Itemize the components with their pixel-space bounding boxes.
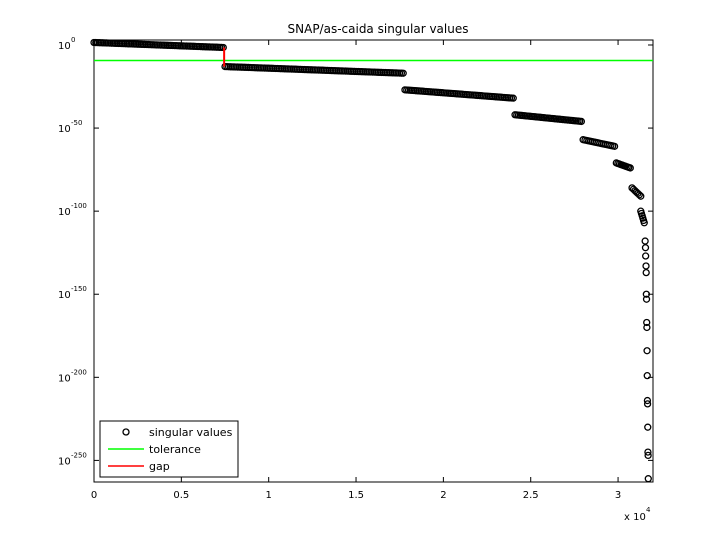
singular-value-point [641, 237, 649, 245]
x-axis: 0 0.5 1 1.5 2 2.5 3 [91, 40, 621, 501]
singular-value-point [641, 244, 650, 252]
singular-value-point [643, 400, 652, 408]
y-tick-label-exponent: -150 [71, 285, 87, 293]
x-axis-scale-note: x 10 4 [624, 506, 651, 523]
y-tick-label-exponent: -50 [71, 119, 82, 127]
singular-value-point [643, 396, 652, 405]
plot-area [90, 38, 654, 483]
y-tick-label-base: 10 [58, 41, 71, 52]
x-tick-label: 2 [440, 490, 446, 501]
x-tick-label: 1.5 [348, 490, 364, 501]
x-tick-label: 3 [615, 490, 621, 501]
singular-value-point [640, 219, 648, 227]
singular-value-point [577, 117, 586, 126]
singular-value-point [644, 451, 652, 460]
singular-value-point [642, 268, 650, 277]
x-tick-label: 2.5 [523, 490, 539, 501]
singular-value-point [637, 192, 645, 200]
singular-value-point [643, 323, 651, 332]
legend-item-singular-values: singular values [149, 426, 233, 439]
y-tick-label-base: 10 [58, 207, 71, 218]
chart-title: SNAP/as-caida singular values [288, 22, 469, 36]
y-tick-label-exponent: -250 [71, 451, 87, 459]
y-tick-label-exponent: -100 [71, 202, 87, 210]
y-tick-label-exponent: -200 [71, 368, 87, 376]
legend-item-tolerance: tolerance [149, 443, 201, 456]
legend-item-gap: gap [149, 460, 170, 473]
singular-value-point [644, 448, 652, 456]
x-axis-scale-text: x 10 [624, 512, 646, 523]
legend: singular values tolerance gap [99, 420, 239, 478]
singular-value-point [644, 475, 652, 483]
singular-value-point [644, 423, 652, 431]
x-tick-label: 0 [91, 490, 97, 501]
singular-value-point [642, 262, 650, 270]
singular-value-point [610, 142, 619, 151]
singular-value-point [643, 347, 651, 355]
legend-marker [122, 428, 130, 436]
axes-frame [93, 39, 654, 483]
singular-value-point [626, 164, 634, 172]
x-tick-label: 1 [266, 490, 272, 501]
singular-values-series [90, 38, 652, 483]
singular-value-point [509, 94, 517, 102]
singular-value-point [642, 252, 650, 260]
y-tick-label-exponent: 0 [71, 36, 75, 44]
singular-value-point [643, 371, 651, 380]
singular-value-point [642, 295, 651, 303]
singular-value-point [643, 318, 651, 327]
x-axis-scale-exponent: 4 [646, 506, 651, 514]
y-tick-label-base: 10 [58, 290, 71, 301]
y-tick-label-base: 10 [58, 373, 71, 384]
singular-value-point [399, 69, 407, 77]
x-tick-label: 0.5 [173, 490, 189, 501]
y-tick-label-base: 10 [58, 456, 71, 467]
singular-value-point [635, 191, 643, 199]
y-tick-label-base: 10 [58, 124, 71, 135]
